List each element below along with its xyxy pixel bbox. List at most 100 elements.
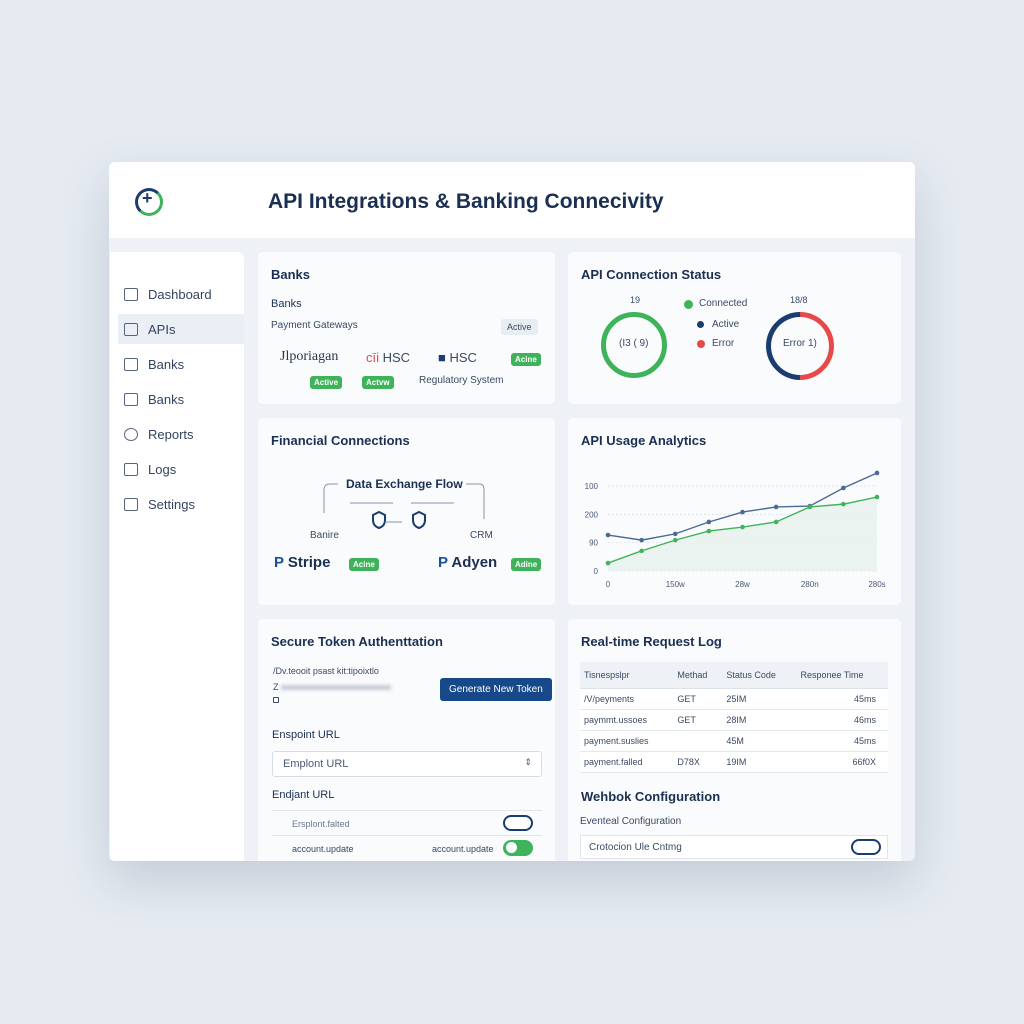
donut-center-label: Error 1)	[783, 338, 817, 349]
data-point	[740, 524, 745, 530]
webhook-subtitle: Eventeal Configuration	[580, 816, 682, 827]
log-icon	[124, 462, 138, 476]
sidebar-item-label: Reports	[148, 426, 194, 442]
data-point	[773, 519, 779, 525]
shield-icon	[372, 510, 386, 530]
payment-gateways-label: Payment Gateways	[271, 320, 358, 331]
y-tick-label: 100	[585, 482, 599, 491]
sidebar-item-dashboard[interactable]: Dashboard	[118, 279, 244, 309]
table-row[interactable]: /V/peyments GET 25IM 45ms	[580, 688, 888, 710]
generate-token-button[interactable]: Generate New Token	[440, 678, 552, 701]
event-label: account.update	[432, 844, 494, 854]
bank-logo-hsbc: ■ HSC	[438, 350, 477, 365]
bank-icon	[124, 357, 138, 371]
app-window: API Integrations & Banking Connecivity D…	[109, 162, 915, 861]
provider-stripe: P Stripe	[274, 554, 331, 571]
card-title: Financial Connections	[271, 433, 410, 448]
series-area	[608, 497, 877, 571]
status-badge: Actvw	[362, 376, 394, 389]
sidebar-item-label: Banks	[148, 356, 185, 372]
status-badge: Adine	[511, 558, 542, 571]
x-tick-label: 150w	[666, 580, 685, 589]
status-badge: Active	[310, 376, 343, 389]
data-point	[706, 528, 712, 534]
webhook-title: Wehbok Configuration	[581, 789, 721, 804]
legend-active: Active	[712, 319, 740, 330]
status-badge: Active	[501, 319, 538, 335]
data-point	[672, 537, 678, 543]
x-tick-label: 0	[606, 580, 611, 589]
request-log-table: Tisnespslpr Methad Status Code Responee Tim…	[580, 662, 888, 773]
event-toggle[interactable]	[503, 815, 533, 831]
paypal-logo-icon: P	[274, 554, 284, 571]
home-icon	[124, 287, 138, 301]
x-tick-label: 280s	[868, 580, 885, 589]
status-badge: Acine	[349, 558, 379, 571]
donut-label: 18/8	[790, 295, 808, 305]
divider	[272, 810, 542, 811]
webhook-row-label: Crotocion Ule Cntmg	[589, 842, 682, 853]
data-point	[740, 509, 745, 515]
sidebar-item-logs[interactable]: Logs	[118, 454, 244, 484]
card-title: Secure Token Authenttation	[271, 634, 443, 649]
sidebar-item-banks-2[interactable]: Banks	[118, 384, 244, 414]
donut-label: 19	[630, 295, 641, 305]
paypal-logo-icon: P	[438, 554, 448, 571]
data-point	[773, 504, 779, 510]
table-header: Tisnespslpr Methad Status Code Responee Tim…	[580, 662, 888, 689]
page-title: API Integrations & Banking Connecivity	[268, 190, 664, 213]
status-badge: Acine	[511, 353, 541, 366]
flow-arrows	[323, 483, 485, 530]
data-point	[605, 560, 611, 566]
event-label: account.update	[292, 844, 354, 854]
endpoint-url-label: Enspoint URL	[272, 729, 340, 741]
event-label: Ersplont.falted	[292, 819, 350, 829]
endpoint-url-select[interactable]: Emplont URL ⇕	[272, 751, 542, 777]
provider-adyen: P Adyen	[438, 554, 498, 571]
home-icon	[124, 322, 138, 336]
flow-title: Data Exchange Flow	[346, 477, 463, 491]
table-row[interactable]: payment.suslies 45M 45ms	[580, 730, 888, 752]
table-row[interactable]: payment.falled D78X 19IM 66f0X	[580, 751, 888, 773]
event-toggle[interactable]	[503, 840, 533, 856]
connected-donut	[601, 312, 667, 378]
bank-logo-jpmorgan: Jlporiagan	[280, 349, 339, 364]
financial-connections-card: Financial Connections Data Exchange Flow…	[258, 418, 555, 605]
sidebar-item-settings[interactable]: Settings	[118, 489, 244, 519]
sidebar-item-banks[interactable]: Banks	[118, 349, 244, 379]
logo-icon	[135, 188, 163, 216]
sidebar-item-reports[interactable]: Reports	[118, 419, 244, 449]
token-label: /Dv.teooit psast kit:tipoixtlo	[273, 666, 379, 676]
webhook-toggle[interactable]	[851, 839, 881, 855]
sidebar-item-apis[interactable]: APIs	[118, 314, 244, 344]
banks-card: Banks Banks Payment Gateways Active Jlpo…	[258, 252, 555, 404]
sidebar-item-label: Banks	[148, 391, 185, 407]
sidebar-item-label: Dashboard	[148, 286, 212, 302]
y-tick-label: 200	[585, 510, 599, 519]
sidebar-item-label: Logs	[148, 461, 177, 477]
secure-token-card: Secure Token Authenttation /Dv.teooit ps…	[258, 619, 555, 861]
chart-title: API Usage Analytics	[581, 433, 707, 448]
settings-icon	[124, 497, 138, 511]
card-title: Real-time Request Log	[581, 634, 722, 649]
card-title: Banks	[271, 267, 311, 282]
y-tick-label: 90	[589, 539, 598, 548]
bank-logo-citi: cīi HSC	[366, 350, 411, 365]
api-usage-analytics-card: API Usage Analytics 0 90 200 100 0 150w 28w 280…	[568, 418, 901, 605]
data-point	[672, 531, 678, 537]
flow-node-left: Banire	[310, 530, 339, 541]
connected-dot-icon	[684, 300, 693, 309]
api-connection-status-card: API Connection Status 19 (I3 ( 9) Connec…	[568, 252, 901, 404]
copy-checkbox[interactable]	[273, 697, 279, 703]
legend-error: Error	[712, 338, 735, 349]
card-title: API Connection Status	[581, 267, 722, 282]
chevron-updown-icon: ⇕	[524, 757, 532, 767]
x-tick-label: 28w	[735, 580, 750, 589]
endpoint-url-label-2: Endjant URL	[272, 789, 335, 801]
sidebar-item-label: Settings	[148, 496, 195, 512]
header: API Integrations & Banking Connecivity	[109, 162, 915, 238]
table-row[interactable]: paymmt.ussoes GET 28IM 46ms	[580, 709, 888, 731]
x-tick-label: 280n	[801, 580, 819, 589]
sidebar-item-label: APIs	[148, 321, 176, 337]
usage-chart: 0 90 200 100 0 150w 28w 280n 280s	[585, 470, 886, 589]
